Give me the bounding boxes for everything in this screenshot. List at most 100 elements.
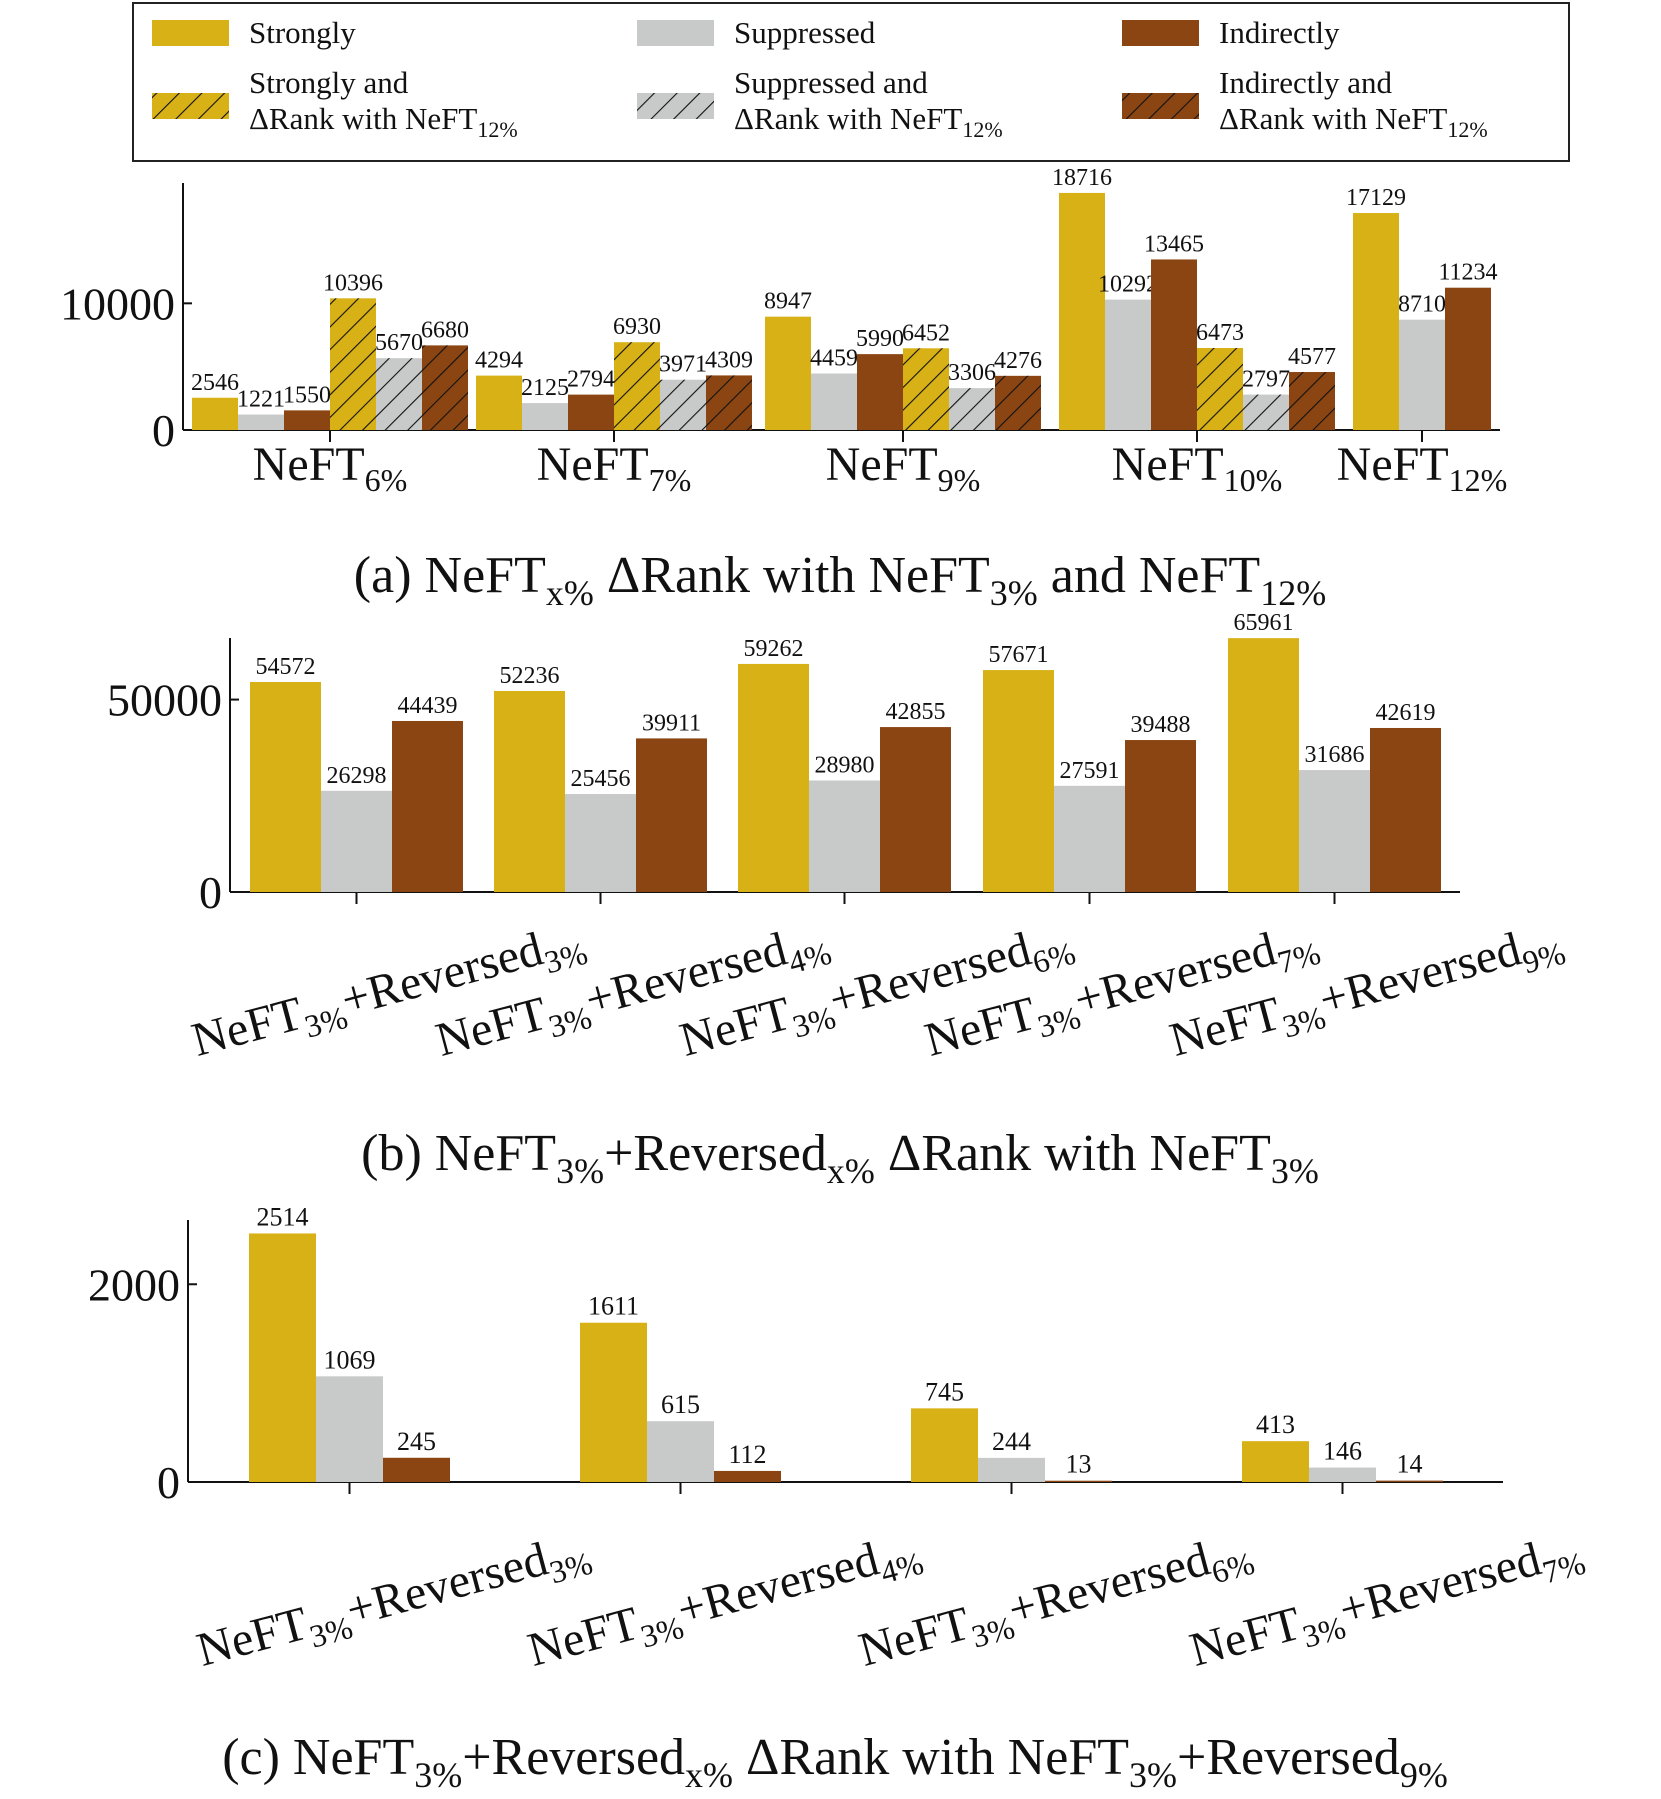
legend-swatch-hatch xyxy=(1122,93,1199,119)
bar-indirectly xyxy=(1125,740,1196,892)
bar-suppressed xyxy=(1054,785,1125,892)
legend-label: Suppressed xyxy=(734,15,876,50)
bar-strongly xyxy=(250,681,321,892)
bar-hatch-overlay xyxy=(995,375,1041,430)
bar-group: 65961 31686 42619 xyxy=(1228,610,1441,892)
bar-value-label: 27591 xyxy=(1060,758,1120,784)
bar-value-label: 146 xyxy=(1323,1437,1362,1466)
bar-value-label: 6452 xyxy=(902,320,950,346)
panel-caption: (b) NeFT3%+Reversedx% ΔRank with NeFT3% xyxy=(361,1125,1319,1191)
subscript-text: 4% xyxy=(877,1545,928,1591)
label-text: +Reversed xyxy=(1334,1532,1546,1636)
bar-value-label: 28980 xyxy=(815,752,875,778)
bar-suppressed xyxy=(978,1457,1045,1482)
bar-value-label: 2546 xyxy=(191,370,239,396)
bar-suppressed xyxy=(1309,1467,1376,1482)
bar-value-label: 65961 xyxy=(1234,610,1294,636)
bar-suppressed xyxy=(809,780,880,892)
y-tick-label: 50000 xyxy=(107,675,222,726)
bar-value-label: 3971 xyxy=(659,352,707,378)
bar-group: 1611 615 112 xyxy=(580,1292,781,1482)
bar-indirectly xyxy=(636,738,707,892)
bar-hatch-overlay xyxy=(614,342,660,430)
y-tick-label: 0 xyxy=(152,405,175,456)
bar-indirectly xyxy=(714,1470,781,1482)
bar-hatch-overlay xyxy=(903,348,949,430)
bar-value-label: 1069 xyxy=(324,1345,376,1374)
bar-indirectly xyxy=(1376,1480,1443,1482)
subscript-text: x% xyxy=(685,1755,733,1795)
x-tick-label: NeFT12% xyxy=(1337,438,1508,498)
bar-strongly xyxy=(1059,192,1105,430)
label-text: +Reversed xyxy=(1177,1729,1400,1786)
bar-indirectly xyxy=(880,727,951,892)
bar-suppressed xyxy=(1105,299,1151,430)
label-text: +Reversed xyxy=(1003,1532,1215,1636)
bar-strongly xyxy=(249,1233,316,1482)
bar-suppressed xyxy=(238,414,284,430)
bar-strongly xyxy=(765,316,811,430)
bar-value-label: 11234 xyxy=(1438,260,1497,286)
bar-value-label: 44439 xyxy=(398,693,458,719)
bar-value-label: 8710 xyxy=(1398,292,1446,318)
bar-hatch-overlay xyxy=(1243,394,1289,430)
label-text: NeFT xyxy=(522,1597,644,1677)
legend-swatch-hatch xyxy=(637,93,714,119)
legend-swatch xyxy=(152,20,229,46)
subscript-text: 7% xyxy=(649,462,692,498)
bar-value-label: 5670 xyxy=(375,330,423,356)
subscript-text: 3% xyxy=(1129,1755,1177,1795)
bar-value-label: 3306 xyxy=(948,360,996,386)
bar-value-label: 745 xyxy=(925,1377,964,1406)
bar-value-label: 2797 xyxy=(1242,367,1290,393)
bar-indirectly xyxy=(1151,259,1197,430)
panel-caption: (c) NeFT3%+Reversedx% ΔRank with NeFT3%+… xyxy=(222,1729,1448,1795)
bar-value-label: 13 xyxy=(1066,1450,1092,1479)
subscript-text: x% xyxy=(546,573,594,613)
bar-value-label: 6930 xyxy=(613,314,661,340)
bar-value-label: 1550 xyxy=(283,382,331,408)
bar-hatch-overlay xyxy=(376,358,422,430)
subscript-text: 10% xyxy=(1224,462,1283,498)
x-tick-label: NeFT6% xyxy=(253,438,408,498)
bar-hatch-overlay xyxy=(1289,372,1335,430)
bar-indirectly xyxy=(1445,287,1491,430)
subscript-text: 6% xyxy=(365,462,408,498)
legend-label: Strongly xyxy=(249,15,356,50)
bar-group: 745 244 13 xyxy=(911,1377,1112,1482)
label-text: and NeFT xyxy=(1038,547,1260,604)
label-text: NeFT xyxy=(1337,438,1449,491)
bar-suppressed xyxy=(565,794,636,892)
y-tick-label: 0 xyxy=(199,867,222,918)
subscript-text: 12% xyxy=(962,117,1002,142)
subscript-text: 3% xyxy=(546,1545,597,1591)
subscript-text: 12% xyxy=(1447,117,1487,142)
bar-indirectly xyxy=(568,394,614,430)
bar-value-label: 2514 xyxy=(257,1202,309,1231)
label-text: ΔRank with NeFT xyxy=(1219,101,1447,136)
subscript-text: x% xyxy=(827,1151,875,1191)
bar-value-label: 2125 xyxy=(521,375,569,401)
legend-label: Suppressed and xyxy=(734,65,928,100)
panel-caption: (a) NeFTx% ΔRank with NeFT3% and NeFT12% xyxy=(354,547,1326,613)
bar-value-label: 18716 xyxy=(1052,165,1112,191)
label-text: +Reversed xyxy=(1314,922,1526,1026)
bar-value-label: 4459 xyxy=(810,346,858,372)
legend-label-rank: ΔRank with NeFT12% xyxy=(1219,101,1488,142)
bar-hatch-overlay xyxy=(660,379,706,430)
label-text: +Reversed xyxy=(462,1729,685,1786)
bar-strongly xyxy=(1242,1441,1309,1482)
bar-strongly xyxy=(580,1322,647,1482)
bar-indirectly xyxy=(284,410,330,430)
subscript-text: 12% xyxy=(1449,462,1508,498)
bar-indirectly xyxy=(1370,727,1441,892)
legend-label-rank: ΔRank with NeFT12% xyxy=(734,101,1003,142)
label-text: NeFT xyxy=(853,1597,975,1677)
subscript-text: 3% xyxy=(1271,1151,1319,1191)
bar-strongly xyxy=(1228,638,1299,892)
legend-swatch xyxy=(1122,20,1199,46)
bar-strongly xyxy=(494,690,565,892)
